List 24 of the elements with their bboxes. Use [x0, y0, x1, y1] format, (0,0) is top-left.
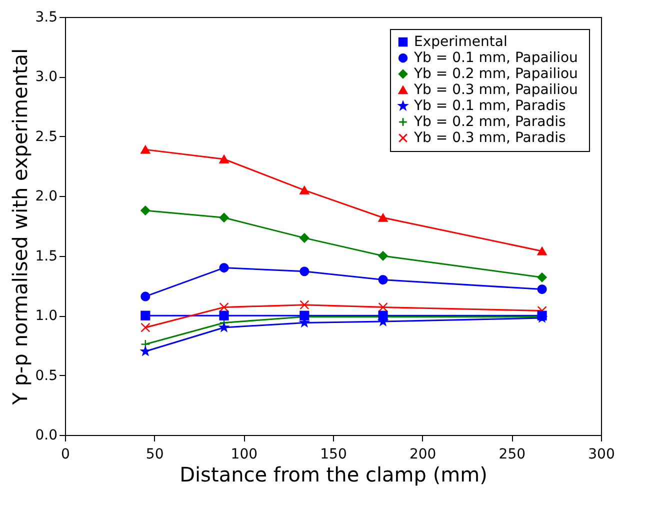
x-tick-label: 50 [146, 446, 164, 462]
y-tick-label: 0.5 [35, 368, 58, 384]
y-tick-label: 2.0 [35, 188, 58, 205]
legend-label: Experimental [414, 34, 508, 50]
x-axis-title: Distance from the clamp (mm) [180, 462, 488, 486]
y-tick-label: 2.5 [35, 128, 58, 145]
legend-label: Yb = 0.1 mm, Paradis [413, 98, 566, 114]
legend-label: Yb = 0.2 mm, Paradis [413, 114, 566, 130]
y-axis-title: Y p-p normalised with experimental [8, 48, 32, 406]
legend-label: Yb = 0.3 mm, Papailiou [413, 82, 578, 98]
y-tick-label: 3.0 [35, 69, 58, 86]
x-tick-label: 0 [61, 446, 70, 462]
legend-label: Yb = 0.1 mm, Papailiou [413, 50, 578, 66]
x-tick-label: 300 [588, 446, 615, 462]
legend-label: Yb = 0.3 mm, Paradis [413, 130, 566, 146]
y-tick-label: 1.5 [35, 248, 58, 264]
x-tick-label: 100 [230, 446, 258, 462]
y-tick-label: 3.5 [35, 10, 58, 26]
x-tick-label: 150 [320, 446, 347, 462]
y-tick-label: 0.0 [35, 428, 58, 444]
y-tick-label: 1.0 [35, 308, 58, 324]
x-tick-label: 250 [498, 446, 526, 462]
x-tick-label: 200 [409, 446, 436, 462]
legend-label: Yb = 0.2 mm, Papailiou [413, 66, 578, 82]
